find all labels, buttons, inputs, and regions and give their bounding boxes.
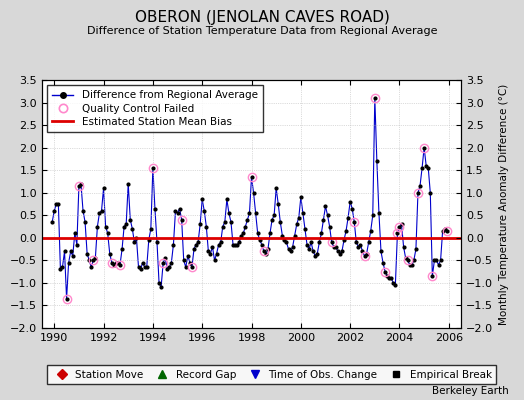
Legend: Station Move, Record Gap, Time of Obs. Change, Empirical Break: Station Move, Record Gap, Time of Obs. C… — [47, 366, 496, 384]
Text: Berkeley Earth: Berkeley Earth — [432, 386, 508, 396]
Text: Difference of Station Temperature Data from Regional Average: Difference of Station Temperature Data f… — [87, 26, 437, 36]
Text: OBERON (JENOLAN CAVES ROAD): OBERON (JENOLAN CAVES ROAD) — [135, 10, 389, 25]
Y-axis label: Monthly Temperature Anomaly Difference (°C): Monthly Temperature Anomaly Difference (… — [499, 83, 509, 325]
